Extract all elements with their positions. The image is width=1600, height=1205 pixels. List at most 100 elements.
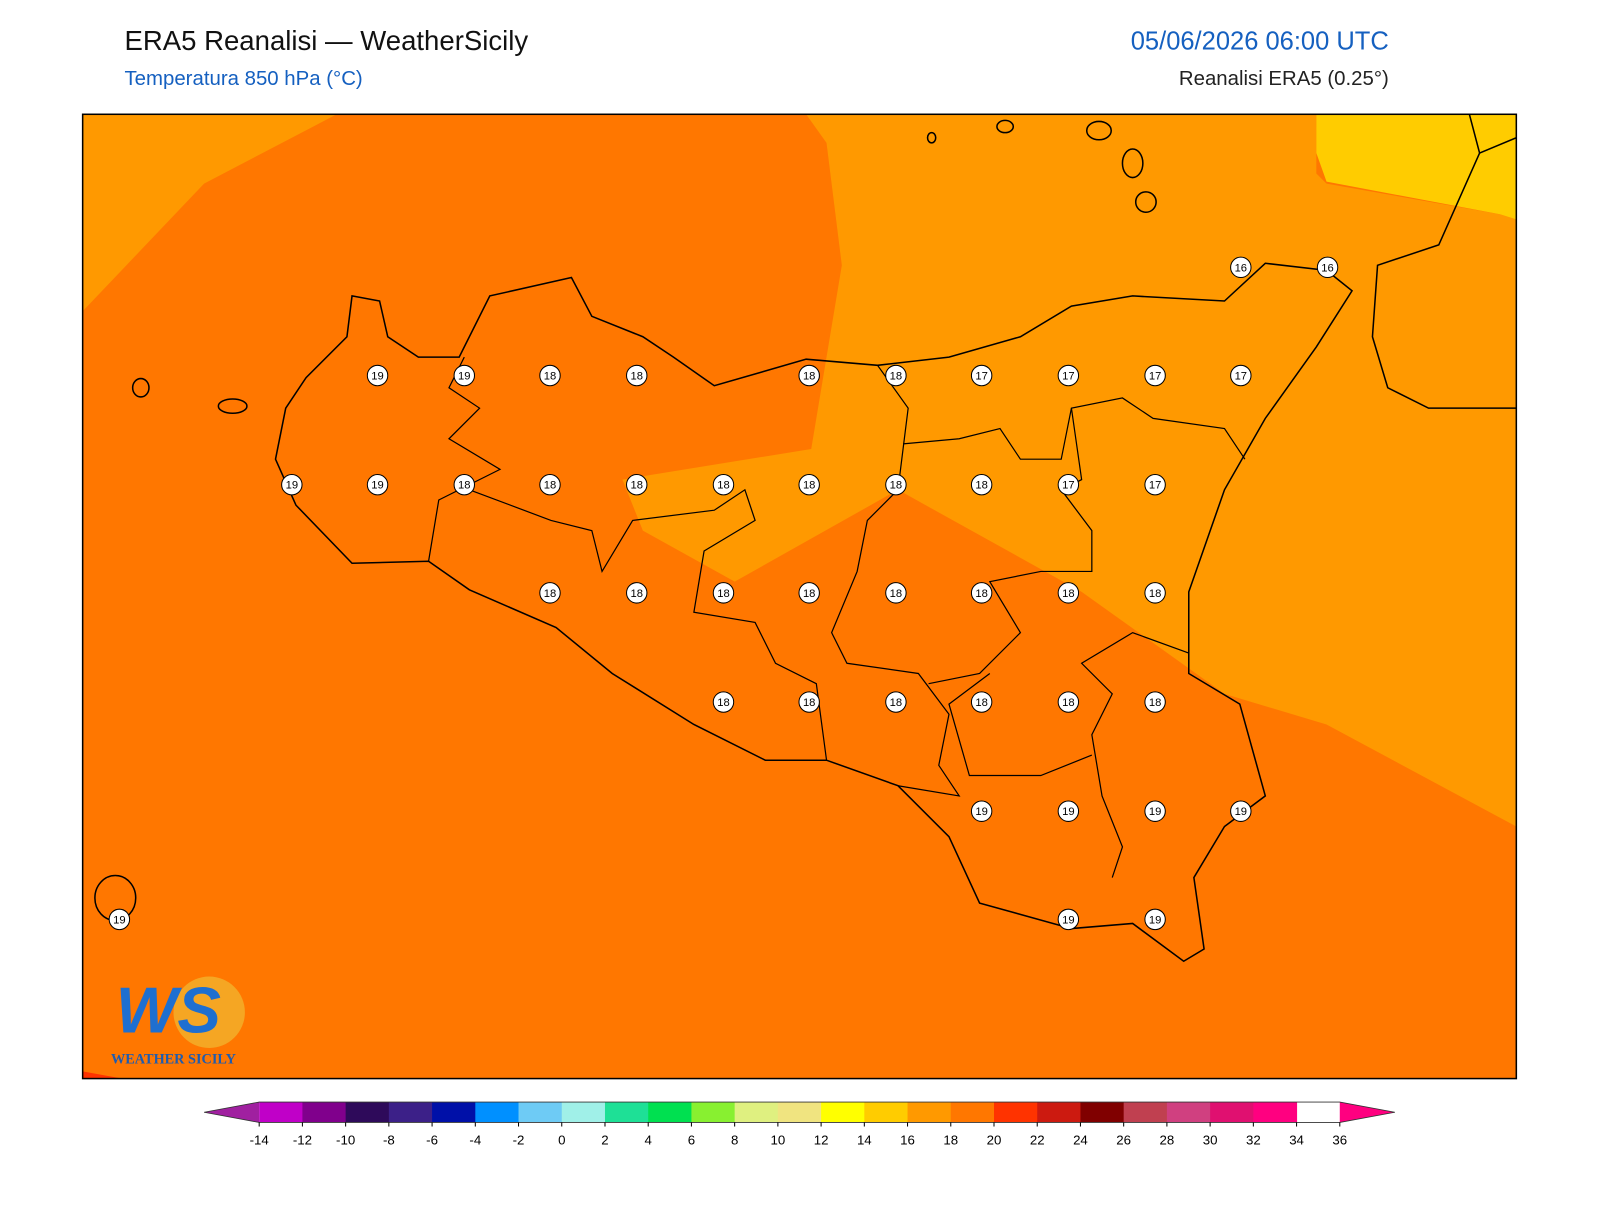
station-value: 18 [544, 370, 556, 382]
datetime: 05/06/2026 06:00 UTC [1131, 28, 1389, 56]
field [1316, 114, 1517, 220]
colorbar-box [259, 1102, 303, 1123]
station-value: 19 [371, 480, 383, 492]
station-marker [885, 364, 907, 387]
colorbar-tick-label: 30 [1203, 1132, 1218, 1147]
station-marker [539, 473, 561, 496]
station-value: 17 [1235, 370, 1247, 382]
source: Reanalisi ERA5 (0.25°) [1179, 68, 1389, 90]
colorbar-tick-label: 28 [1160, 1132, 1175, 1147]
station-value: 16 [1321, 262, 1333, 274]
colorbar-tick-label: -10 [336, 1132, 355, 1147]
station-marker [1057, 582, 1080, 604]
station-marker [1057, 908, 1080, 931]
map-frame [81, 113, 1518, 1080]
colorbar-over [1339, 1102, 1395, 1123]
station-marker [712, 473, 735, 496]
station-value: 18 [717, 480, 729, 492]
station-marker [1144, 800, 1166, 822]
station-marker [366, 473, 389, 496]
colorbar-box [864, 1102, 909, 1123]
field [82, 1071, 123, 1079]
station-marker [970, 800, 993, 822]
colorbar-tick-label: 18 [943, 1132, 958, 1147]
station-value: 18 [890, 480, 902, 492]
station-marker [453, 364, 475, 387]
station-value: 18 [803, 370, 815, 382]
station-value: 18 [458, 480, 470, 492]
colorbar-box [345, 1102, 390, 1123]
station-marker [712, 582, 735, 604]
colorbar-tick-label: 36 [1332, 1132, 1347, 1147]
station-marker [970, 473, 993, 496]
station-marker [970, 691, 993, 713]
station-marker [970, 582, 993, 604]
colorbar-tick-label: 2 [601, 1132, 608, 1147]
station-value: 19 [1149, 914, 1161, 926]
station-value: 18 [975, 588, 987, 600]
station-marker [1144, 908, 1166, 931]
colorbar-tick-label: 0 [558, 1132, 565, 1147]
station-marker [798, 582, 820, 604]
station-marker [281, 473, 303, 496]
station-marker [798, 691, 820, 713]
colorbar-box [777, 1102, 822, 1123]
colorbar-tick-label: 34 [1289, 1132, 1304, 1147]
station-value: 17 [1149, 370, 1161, 382]
colorbar-tick-label: 10 [771, 1132, 786, 1147]
station-value: 18 [1149, 588, 1161, 600]
station-value: 18 [1062, 588, 1074, 600]
colorbar-box [950, 1102, 995, 1123]
colorbar-box [518, 1102, 563, 1123]
station-value: 19 [458, 370, 470, 382]
station-value: 18 [544, 588, 556, 600]
province-border [427, 356, 1246, 878]
station-value: 19 [113, 914, 125, 926]
colorbar-box [907, 1102, 952, 1123]
station-marker [1144, 582, 1166, 604]
colorbar-under [204, 1102, 260, 1123]
colorbar-tick-label: 8 [731, 1132, 738, 1147]
colorbar-box [691, 1102, 736, 1123]
logo-mark: WS [116, 974, 221, 1047]
station-marker [108, 908, 131, 931]
station-value: 18 [803, 588, 815, 600]
station-value: 18 [890, 588, 902, 600]
colorbar-box [821, 1102, 865, 1123]
colorbar-tick-label: -12 [293, 1132, 312, 1147]
colorbar-tick-label: -8 [383, 1132, 395, 1147]
field [622, 114, 1517, 827]
station-marker [1057, 473, 1080, 496]
colorbar-tick-label: 32 [1246, 1132, 1261, 1147]
station-value: 18 [975, 697, 987, 709]
station-marker [712, 691, 735, 713]
colorbar-box [604, 1102, 649, 1123]
colorbar-tick-label: 26 [1116, 1132, 1131, 1147]
station-marker [1144, 364, 1166, 387]
station-marker [1230, 256, 1252, 279]
colorbar-box [648, 1102, 692, 1123]
colorbar-tick-label: 20 [987, 1132, 1002, 1147]
colorbar-box [994, 1102, 1038, 1123]
station-value: 18 [890, 697, 902, 709]
colorbar-box [1166, 1102, 1211, 1123]
station-marker [1230, 800, 1252, 822]
colorbar-tick-label: -14 [250, 1132, 269, 1147]
station-value: 17 [1062, 370, 1074, 382]
station-marker [798, 364, 820, 387]
station-marker [1057, 691, 1080, 713]
station-marker [539, 582, 561, 604]
station-value: 17 [1062, 480, 1074, 492]
station-value: 18 [630, 370, 642, 382]
station-marker [1057, 364, 1080, 387]
station-value: 18 [630, 588, 642, 600]
station-marker [885, 582, 907, 604]
station-marker [970, 364, 993, 387]
station-value: 19 [286, 480, 298, 492]
station-value: 18 [1149, 697, 1161, 709]
station-marker [626, 582, 648, 604]
station-marker [885, 473, 907, 496]
logo-name: WEATHER SICILY [111, 1051, 237, 1067]
station-marker [626, 473, 648, 496]
